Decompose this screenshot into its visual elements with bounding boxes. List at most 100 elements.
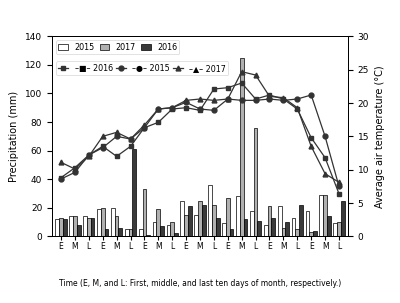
2016: [142, 126, 147, 129]
Bar: [271, 218, 275, 236]
2015: [198, 107, 202, 111]
Bar: [306, 211, 309, 236]
Bar: [153, 222, 156, 236]
2016: [156, 121, 161, 124]
Bar: [313, 231, 317, 236]
2016: [225, 86, 230, 89]
Bar: [216, 218, 220, 236]
Bar: [87, 218, 91, 236]
Bar: [194, 215, 198, 236]
2017: [184, 98, 188, 102]
2016: [128, 145, 133, 148]
Bar: [299, 205, 303, 236]
2017: [72, 167, 77, 171]
Line: 2016: 2016: [59, 81, 341, 196]
Bar: [254, 128, 258, 236]
Bar: [244, 219, 247, 236]
Bar: [327, 216, 331, 236]
Bar: [323, 195, 327, 236]
2015: [184, 101, 188, 104]
2015: [170, 106, 175, 109]
Bar: [264, 225, 268, 236]
2015: [128, 137, 133, 141]
Bar: [250, 211, 254, 236]
2017: [59, 161, 64, 164]
Bar: [202, 205, 206, 236]
Bar: [139, 229, 142, 236]
Bar: [236, 196, 240, 236]
Bar: [166, 225, 170, 236]
Bar: [91, 218, 94, 236]
2016: [184, 106, 188, 109]
Bar: [59, 218, 63, 236]
2016: [212, 87, 216, 91]
2016: [86, 153, 91, 157]
Bar: [198, 201, 202, 236]
Bar: [63, 219, 67, 236]
Bar: [111, 208, 115, 236]
2016: [323, 156, 328, 159]
Bar: [56, 219, 59, 236]
Bar: [156, 209, 160, 236]
2016: [295, 107, 300, 111]
2017: [336, 181, 341, 184]
Line: 2015: 2015: [59, 93, 341, 189]
2016: [198, 108, 202, 112]
2015: [59, 177, 64, 181]
Bar: [268, 206, 271, 236]
Bar: [170, 222, 174, 236]
Bar: [142, 189, 146, 236]
Bar: [296, 229, 299, 236]
2017: [309, 145, 314, 148]
X-axis label: Time (E, M, and L: First, middle, and last ten days of month, respectively.): Time (E, M, and L: First, middle, and la…: [59, 279, 341, 288]
Bar: [115, 216, 118, 236]
2016: [253, 97, 258, 101]
Y-axis label: Precipitation (mm): Precipitation (mm): [10, 91, 20, 182]
2015: [336, 185, 341, 188]
Line: 2017: 2017: [59, 69, 341, 185]
2017: [142, 123, 147, 127]
2017: [281, 96, 286, 99]
Bar: [282, 228, 285, 236]
2015: [142, 126, 147, 129]
2017: [253, 73, 258, 77]
2017: [100, 135, 105, 138]
2016: [170, 107, 175, 111]
2017: [114, 131, 119, 134]
Bar: [184, 215, 188, 236]
Bar: [292, 218, 296, 236]
2015: [323, 135, 328, 138]
2017: [323, 172, 328, 175]
Bar: [83, 216, 87, 236]
2015: [100, 146, 105, 149]
Bar: [146, 235, 150, 236]
2017: [128, 137, 133, 141]
2015: [114, 135, 119, 138]
Bar: [174, 234, 178, 236]
Bar: [101, 208, 104, 236]
2015: [86, 153, 91, 157]
Bar: [160, 226, 164, 236]
Bar: [278, 206, 282, 236]
2017: [267, 95, 272, 98]
Bar: [258, 221, 261, 236]
Bar: [97, 209, 101, 236]
2015: [281, 98, 286, 102]
Bar: [240, 58, 244, 236]
2015: [253, 98, 258, 102]
2017: [86, 155, 91, 158]
2016: [100, 145, 105, 148]
Bar: [212, 205, 216, 236]
2015: [212, 108, 216, 112]
2017: [295, 106, 300, 109]
2015: [225, 97, 230, 101]
Bar: [337, 222, 341, 236]
2017: [212, 98, 216, 102]
Y-axis label: Average air temperature (°C): Average air temperature (°C): [375, 65, 385, 208]
Bar: [230, 229, 234, 236]
2017: [198, 97, 202, 101]
2015: [267, 97, 272, 101]
Bar: [341, 201, 344, 236]
2015: [72, 171, 77, 174]
2017: [170, 106, 175, 109]
